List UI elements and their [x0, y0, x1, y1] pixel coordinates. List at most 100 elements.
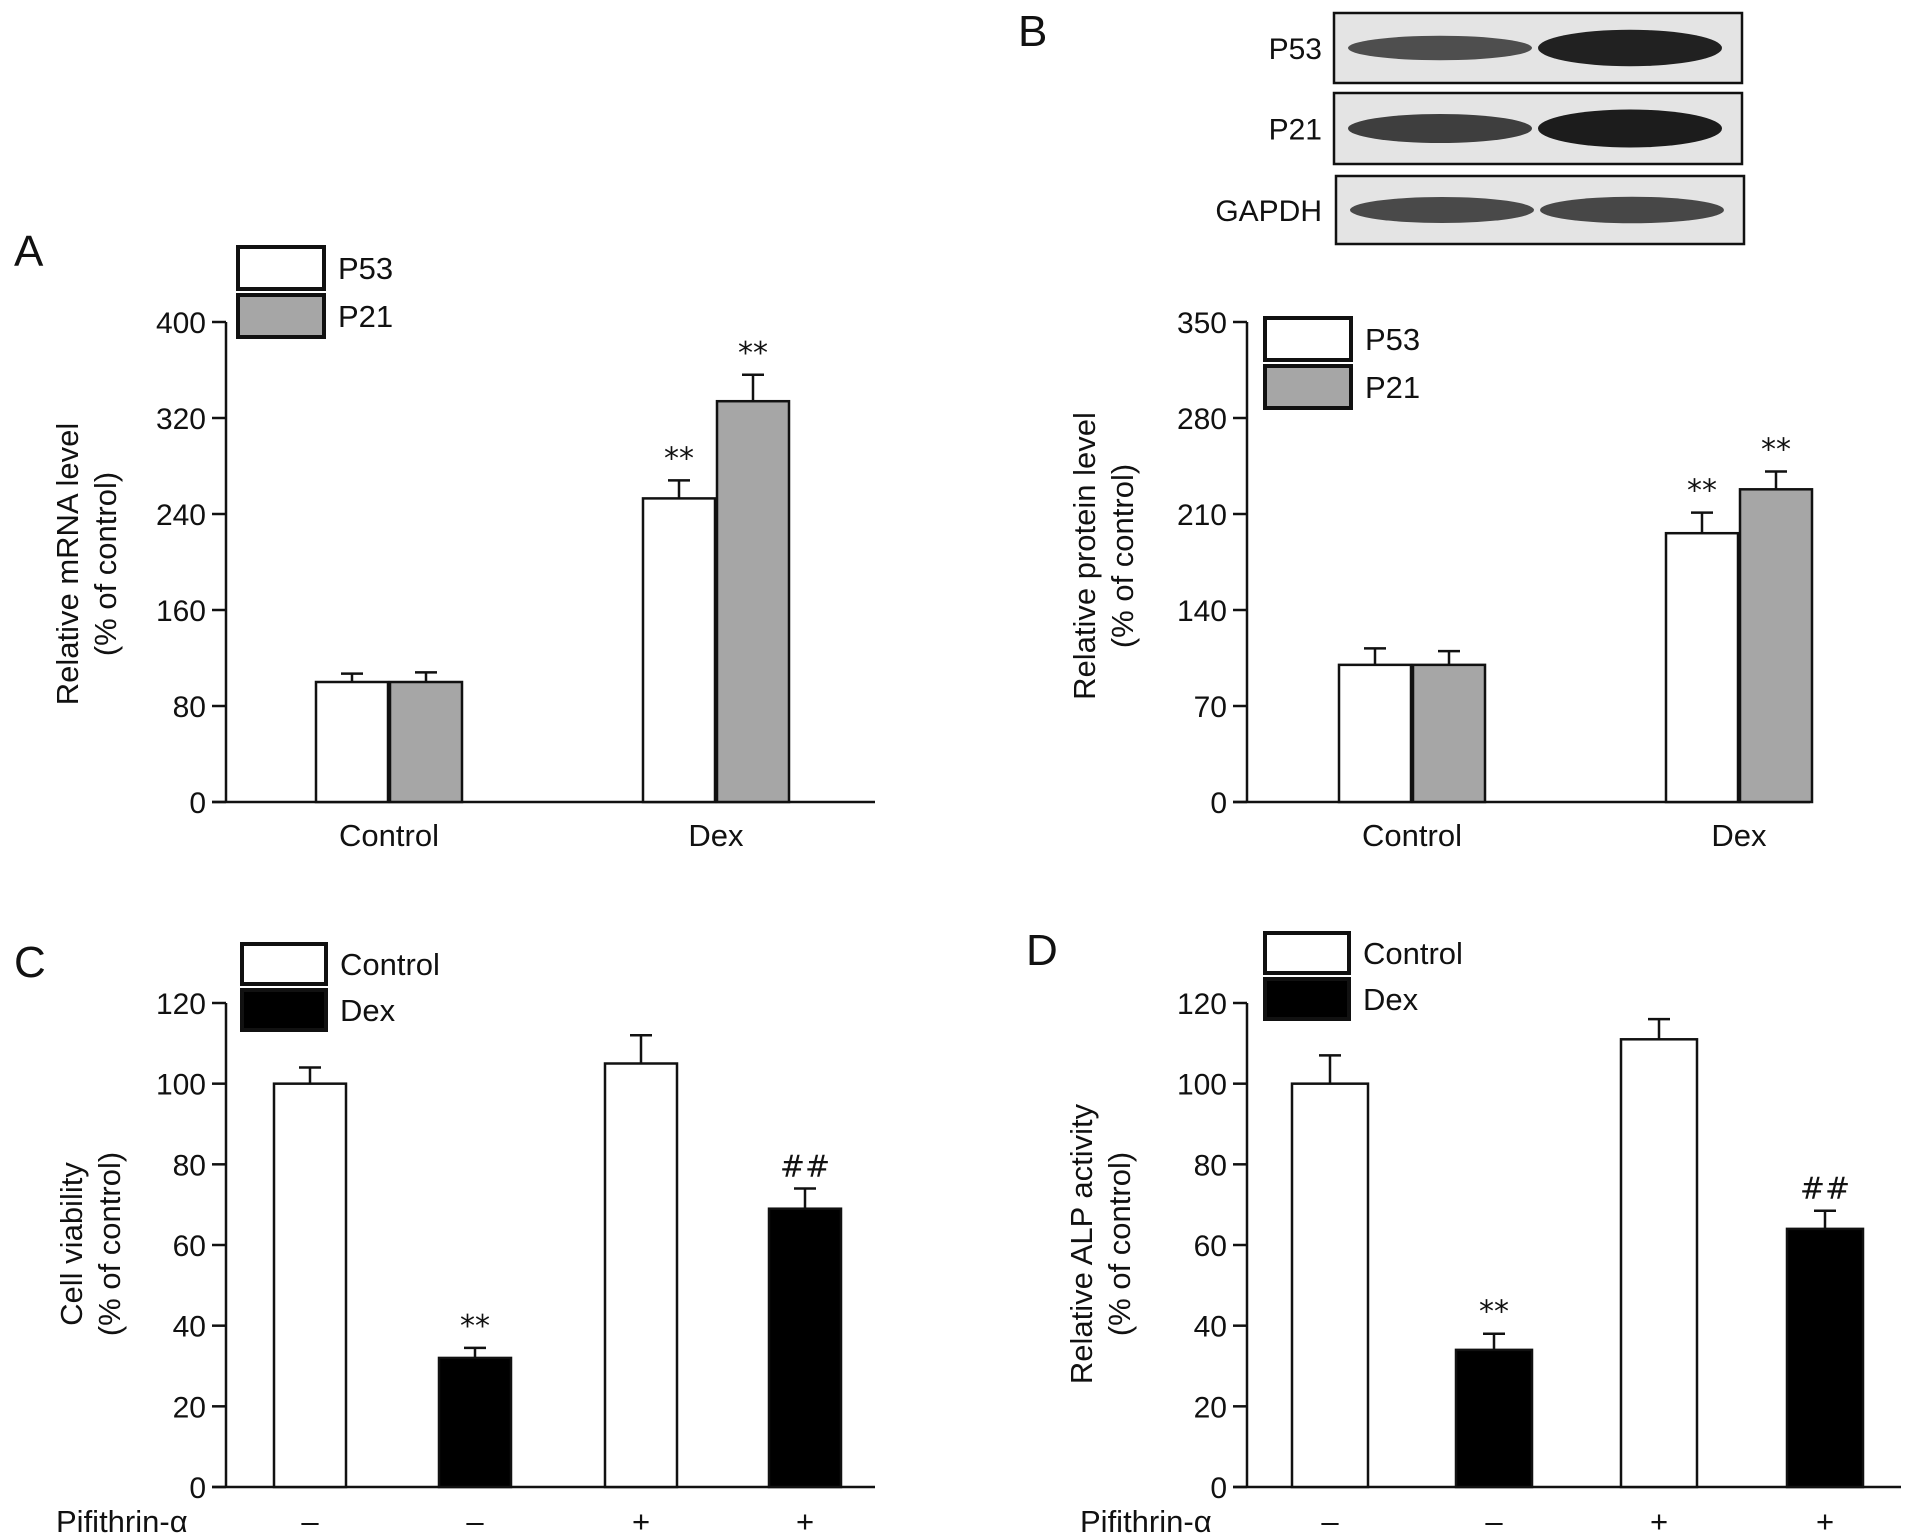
x-category-label: Control — [1362, 818, 1462, 853]
chart-B: 0 70 140 210 280 350 Relative protein level(% … — [1067, 307, 1814, 853]
panel-letter: D — [1026, 926, 1058, 975]
legend-swatch — [236, 245, 326, 291]
significance-marker: ## — [1800, 1172, 1850, 1207]
y-tick-label: 80 — [173, 1149, 206, 1182]
legend-label: Control — [340, 947, 440, 982]
y-tick-label: 140 — [1177, 595, 1227, 628]
y-axis-label: Relative protein level(% of control) — [1067, 412, 1140, 700]
significance-marker: ** — [1761, 432, 1791, 467]
y-tick-label: 80 — [173, 691, 206, 724]
y-tick-label: 0 — [189, 1472, 206, 1505]
significance-marker: ** — [1687, 474, 1717, 509]
chart-D: 0 20 40 60 80 100 120 Relative ALP activity(% o… — [1064, 931, 1901, 1538]
y-tick-label: 350 — [1177, 307, 1227, 340]
y-tick-label: 100 — [1177, 1069, 1227, 1102]
treatment-label: Pifithrin-α — [1080, 1504, 1212, 1538]
legend-swatch — [1263, 977, 1351, 1021]
legend-label: Dex — [1363, 982, 1419, 1017]
y-tick-label: 120 — [1177, 988, 1227, 1021]
bar-p53 — [314, 680, 390, 804]
x-category-label: Dex — [1711, 818, 1767, 853]
treatment-label: Pifithrin-α — [56, 1504, 188, 1538]
y-tick-label: 120 — [156, 988, 206, 1021]
y-tick-label: 40 — [173, 1311, 206, 1344]
y-tick-label: 40 — [1194, 1311, 1227, 1344]
western-blot: B P53 P21 GAPDH — [1018, 7, 1746, 246]
bar-dex — [1785, 1227, 1865, 1489]
blot-band — [1348, 114, 1532, 143]
y-tick-label: 160 — [156, 595, 206, 628]
x-category-label: Control — [339, 818, 439, 853]
y-axis-label: Relative ALP activity(% of control) — [1064, 1103, 1137, 1384]
bar-control — [1619, 1038, 1699, 1489]
y-tick-label: 210 — [1177, 499, 1227, 532]
y-axis-label-line1: Cell viability — [54, 1162, 89, 1326]
y-axis-label-line1: Relative mRNA level — [50, 423, 85, 706]
legend-swatch — [240, 942, 328, 986]
y-axis-label-line1: Relative ALP activity — [1064, 1103, 1099, 1384]
significance-marker: ## — [780, 1150, 830, 1185]
treatment-sign: – — [1485, 1504, 1503, 1538]
y-tick-label: 20 — [1194, 1391, 1227, 1424]
bar-control — [603, 1062, 679, 1489]
blot-band — [1538, 29, 1722, 67]
y-tick-label: 320 — [156, 403, 206, 436]
y-tick-label: 0 — [1210, 1472, 1227, 1505]
chart-C: 0 20 40 60 80 100 120 Cell viability(% of contr… — [54, 942, 875, 1538]
y-tick-label: 240 — [156, 499, 206, 532]
y-tick-label: 0 — [189, 787, 206, 820]
y-axis-label: Cell viability(% of control) — [54, 1152, 127, 1336]
bar-p21 — [1411, 663, 1487, 804]
legend-swatch — [1263, 364, 1353, 410]
bar-p21 — [388, 680, 464, 804]
legend-swatch — [236, 293, 326, 339]
significance-marker: ** — [738, 336, 768, 371]
bar-dex — [437, 1356, 513, 1489]
legend-label: P21 — [1365, 370, 1420, 405]
treatment-sign: + — [1816, 1504, 1834, 1538]
y-tick-label: 400 — [156, 307, 206, 340]
legend-label: Control — [1363, 936, 1463, 971]
blot-row-label: P53 — [1269, 33, 1322, 66]
bar-p21 — [1738, 488, 1814, 804]
bar-dex — [767, 1207, 843, 1489]
treatment-sign: – — [301, 1504, 319, 1538]
blot-row-label: P21 — [1269, 114, 1322, 147]
bar-control — [1290, 1082, 1370, 1489]
bar-p21 — [715, 399, 791, 804]
significance-marker: ** — [664, 441, 694, 476]
panel-letter: B — [1018, 7, 1047, 56]
y-tick-label: 100 — [156, 1069, 206, 1102]
y-axis-label-line2: (% of control) — [88, 472, 123, 656]
legend-swatch — [240, 988, 328, 1032]
y-tick-label: 70 — [1194, 691, 1227, 724]
blot-row-label: GAPDH — [1215, 195, 1322, 228]
y-tick-label: 60 — [1194, 1230, 1227, 1263]
blot-band — [1540, 196, 1724, 224]
treatment-sign: – — [466, 1504, 484, 1538]
bar-dex — [1454, 1348, 1534, 1489]
chart-A: 0 80 160 240 320 400 Relative mRNA level(% of … — [50, 245, 875, 853]
bar-p53 — [641, 497, 717, 804]
blot-band — [1538, 109, 1722, 148]
bar-p53 — [1337, 663, 1413, 804]
x-category-label: Dex — [688, 818, 744, 853]
blot-band — [1348, 35, 1532, 61]
bar-p53 — [1664, 531, 1740, 804]
legend-swatch — [1263, 931, 1351, 975]
treatment-sign: + — [632, 1504, 650, 1538]
blot-band — [1350, 197, 1534, 223]
y-tick-label: 80 — [1194, 1149, 1227, 1182]
y-axis-label-line2: (% of control) — [92, 1152, 127, 1336]
legend-label: Dex — [340, 993, 396, 1028]
treatment-sign: + — [1650, 1504, 1668, 1538]
y-tick-label: 280 — [1177, 403, 1227, 436]
significance-marker: ** — [1479, 1295, 1509, 1330]
y-tick-label: 0 — [1210, 787, 1227, 820]
treatment-sign: + — [796, 1504, 814, 1538]
panel-letter: C — [14, 938, 46, 987]
y-axis-label-line2: (% of control) — [1102, 1152, 1137, 1336]
y-tick-label: 20 — [173, 1391, 206, 1424]
panel-letter: A — [14, 227, 44, 276]
